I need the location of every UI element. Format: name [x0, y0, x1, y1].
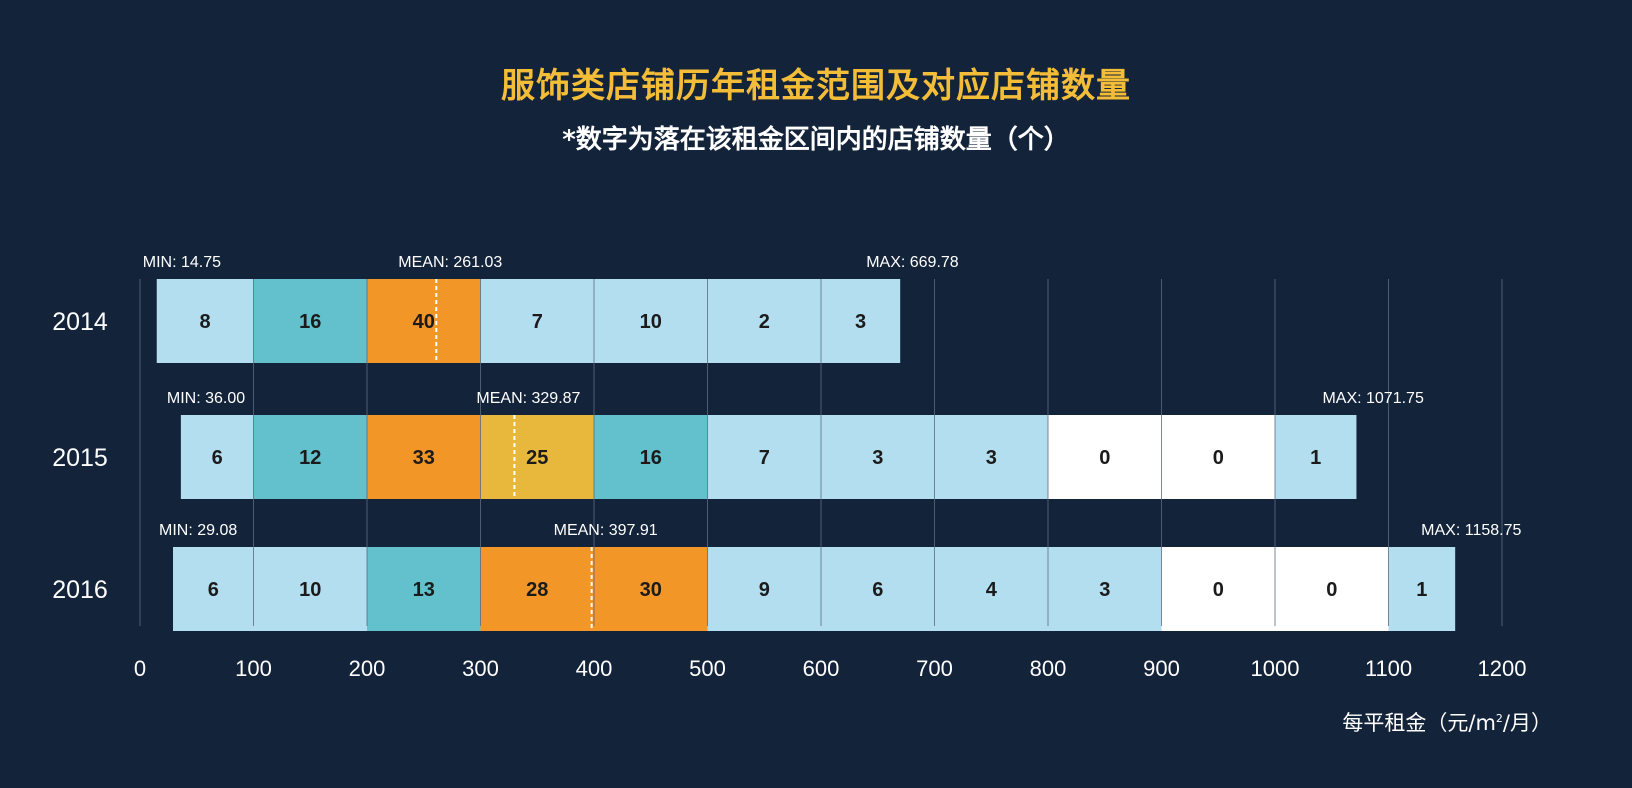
bin-bar: [480, 415, 594, 499]
bin-bar: [934, 547, 1048, 631]
bin-count-label: 3: [855, 311, 866, 333]
year-label: 2015: [52, 444, 108, 472]
bin-count-label: 1: [1310, 447, 1321, 469]
x-tick-label: 800: [1030, 656, 1067, 681]
bin-bar: [707, 279, 821, 363]
bin-bar: [1161, 547, 1275, 631]
bin-bar: [173, 547, 254, 631]
bin-count-label: 12: [299, 447, 321, 469]
x-tick-label: 100: [235, 656, 272, 681]
bin-bar: [1275, 415, 1357, 499]
series-row-2016: 6 10 13 28 30 9 6 4 3 0 0 1: [173, 547, 1456, 631]
bin-count-label: 9: [759, 579, 770, 601]
bin-count-label: 10: [299, 579, 321, 601]
bin-count-label: 6: [212, 447, 223, 469]
bin-bar: [367, 415, 481, 499]
bin-bar: [594, 279, 708, 363]
x-tick-label: 900: [1143, 656, 1180, 681]
x-tick-label: 200: [349, 656, 386, 681]
bin-count-label: 3: [986, 447, 997, 469]
x-tick-label: 300: [462, 656, 499, 681]
bin-bar: [594, 415, 708, 499]
min-label: MIN: 14.75: [143, 254, 221, 271]
bin-count-label: 2: [759, 311, 770, 333]
bin-count-label: 1: [1416, 579, 1427, 601]
max-label: MAX: 1158.75: [1421, 522, 1521, 539]
bin-bar: [367, 547, 481, 631]
x-tick-label: 1000: [1251, 656, 1300, 681]
bin-bar: [156, 279, 254, 363]
bin-bar: [1161, 415, 1275, 499]
bin-count-label: 4: [986, 579, 998, 601]
bin-count-label: 7: [532, 311, 543, 333]
series-row-2015: 6 12 33 25 16 7 3 3 0 0 1: [180, 415, 1357, 499]
year-label: 2014: [52, 308, 108, 336]
bin-bar: [821, 547, 935, 631]
bin-count-label: 10: [640, 311, 662, 333]
bin-count-label: 28: [526, 579, 548, 601]
x-tick-label: 500: [689, 656, 726, 681]
max-label: MAX: 1071.75: [1322, 390, 1424, 407]
series-row-2014: 8 16 40 7 10 2 3: [156, 279, 901, 363]
x-axis-label-sup: 2: [1495, 712, 1503, 725]
max-label: MAX: 669.78: [866, 254, 959, 271]
bin-count-label: 0: [1213, 579, 1224, 601]
bin-count-label: 0: [1326, 579, 1337, 601]
bin-count-label: 40: [413, 311, 435, 333]
bin-bar: [253, 279, 367, 363]
gridlines-layer: [139, 279, 1503, 626]
bin-bar: [253, 547, 367, 631]
bin-count-label: 0: [1213, 447, 1224, 469]
bin-count-label: 30: [640, 579, 662, 601]
bin-count-label: 6: [208, 579, 219, 601]
min-label: MIN: 36.00: [167, 390, 245, 407]
bin-bar: [180, 415, 254, 499]
bin-count-label: 3: [872, 447, 883, 469]
bin-bar: [707, 415, 821, 499]
bin-bar: [821, 279, 901, 363]
chart-title: 服饰类店铺历年租金范围及对应店铺数量: [501, 66, 1131, 106]
bin-bar: [934, 415, 1048, 499]
bin-bar: [480, 279, 594, 363]
bin-bar: [1048, 547, 1162, 631]
bin-bar: [1275, 547, 1389, 631]
x-axis-label: 每平租金（元/m2/月）: [1342, 704, 1552, 738]
bin-count-label: 7: [759, 447, 770, 469]
bin-bar: [1388, 547, 1456, 631]
mean-label: MEAN: 397.91: [554, 522, 658, 539]
bin-count-label: 16: [299, 311, 321, 333]
bin-count-label: 6: [872, 579, 883, 601]
bin-count-label: 0: [1099, 447, 1110, 469]
x-tick-label: 1100: [1365, 656, 1412, 681]
x-tick-label: 0: [134, 656, 146, 681]
x-tick-label: 700: [916, 656, 953, 681]
bin-bar: [253, 415, 367, 499]
bin-count-label: 3: [1099, 579, 1110, 601]
bin-bar: [707, 547, 821, 631]
bin-count-label: 8: [200, 311, 211, 333]
x-tick-label: 600: [803, 656, 840, 681]
bin-count-label: 13: [413, 579, 435, 601]
x-axis-label-prefix: 每平租金（元/m: [1342, 711, 1496, 735]
bin-bar: [367, 279, 481, 363]
bin-bar: [594, 547, 708, 631]
bars-layer: 8 16 40 7 10 2 36 12 33 25 16 7 3 3 0 0 16 10 13 28 30 9 6 4 3 0 0…: [156, 279, 1456, 631]
bin-count-label: 33: [413, 447, 435, 469]
bin-bar: [1048, 415, 1162, 499]
min-label: MIN: 29.08: [159, 522, 237, 539]
bin-count-label: 25: [526, 447, 548, 469]
x-axis-label-suffix: /月）: [1502, 711, 1552, 735]
bin-bar: [821, 415, 935, 499]
x-tick-label: 1200: [1478, 656, 1527, 681]
mean-label: MEAN: 261.03: [398, 254, 502, 271]
year-label: 2016: [52, 576, 108, 604]
bin-count-label: 16: [640, 447, 662, 469]
bin-bar: [480, 547, 594, 631]
mean-label: MEAN: 329.87: [476, 390, 580, 407]
chart-subtitle: *数字为落在该租金区间内的店铺数量（个）: [562, 125, 1070, 155]
x-tick-label: 400: [576, 656, 613, 681]
